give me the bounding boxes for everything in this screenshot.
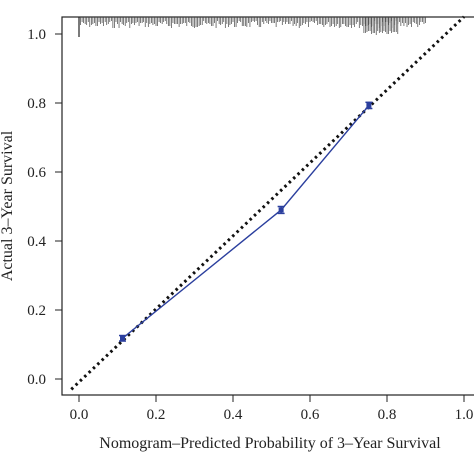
y-tick-label: 0.4 (27, 234, 46, 250)
x-tick-label: 0.8 (378, 407, 397, 423)
y-tick-label: 0.8 (27, 96, 46, 112)
y-tick-label: 0.0 (27, 372, 46, 388)
x-tick-label: 0.4 (224, 407, 243, 423)
y-tick-label: 1.0 (27, 27, 46, 43)
x-axis: 0.0 0.2 0.4 0.6 0.8 1.0 (70, 394, 474, 423)
data-point (366, 102, 372, 108)
ideal-reference-line (70, 15, 466, 391)
y-tick-label: 0.6 (27, 165, 46, 181)
x-tick-label: 0.0 (70, 407, 89, 423)
calibration-points (119, 101, 373, 342)
y-tick-label: 0.2 (27, 303, 46, 319)
x-tick-label: 1.0 (455, 407, 474, 423)
x-tick-label: 0.2 (147, 407, 166, 423)
data-point (278, 207, 284, 213)
y-axis: 0.0 0.2 0.4 0.6 0.8 1.0 (27, 27, 62, 388)
x-tick-label: 0.6 (301, 407, 320, 423)
x-axis-title: Nomogram–Predicted Probability of 3–Year… (99, 435, 441, 452)
data-point (120, 335, 126, 341)
y-axis-title: Actual 3–Year Survival (0, 130, 16, 281)
rug-marks (78, 17, 426, 37)
